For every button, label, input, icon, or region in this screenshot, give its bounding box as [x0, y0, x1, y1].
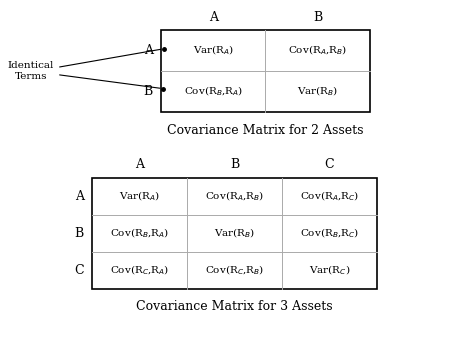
Text: B: B	[143, 85, 153, 98]
Text: Cov(R$_B$,R$_A$): Cov(R$_B$,R$_A$)	[110, 226, 169, 240]
Text: Cov(R$_A$,R$_B$): Cov(R$_A$,R$_B$)	[205, 189, 264, 203]
Text: Cov(R$_C$,R$_B$): Cov(R$_C$,R$_B$)	[205, 264, 264, 278]
Text: A: A	[136, 158, 144, 171]
Text: Covariance Matrix for 2 Assets: Covariance Matrix for 2 Assets	[167, 124, 364, 137]
Text: Cov(R$_B$,R$_A$): Cov(R$_B$,R$_A$)	[184, 84, 243, 98]
Text: Var(R$_B$): Var(R$_B$)	[297, 84, 338, 98]
Text: A: A	[209, 11, 218, 24]
Text: Identical
Terms: Identical Terms	[8, 61, 54, 81]
Text: Covariance Matrix for 3 Assets: Covariance Matrix for 3 Assets	[137, 300, 333, 313]
Text: Cov(R$_A$,R$_C$): Cov(R$_A$,R$_C$)	[300, 189, 359, 203]
Bar	[161, 30, 370, 112]
Text: B: B	[74, 227, 84, 240]
Text: B: B	[313, 11, 322, 24]
Text: Cov(R$_B$,R$_C$): Cov(R$_B$,R$_C$)	[300, 226, 359, 240]
Text: Var(R$_B$): Var(R$_B$)	[214, 226, 255, 240]
Text: A: A	[144, 44, 153, 57]
Bar	[92, 178, 377, 289]
Text: B: B	[230, 158, 239, 171]
Text: Cov(R$_A$,R$_B$): Cov(R$_A$,R$_B$)	[288, 44, 347, 58]
Text: C: C	[325, 158, 334, 171]
Text: Cov(R$_C$,R$_A$): Cov(R$_C$,R$_A$)	[110, 264, 169, 278]
Text: Var(R$_C$): Var(R$_C$)	[309, 264, 350, 278]
Text: A: A	[75, 190, 84, 203]
Text: Var(R$_A$): Var(R$_A$)	[119, 189, 161, 203]
Text: Var(R$_A$): Var(R$_A$)	[192, 44, 234, 58]
Text: C: C	[74, 264, 84, 277]
